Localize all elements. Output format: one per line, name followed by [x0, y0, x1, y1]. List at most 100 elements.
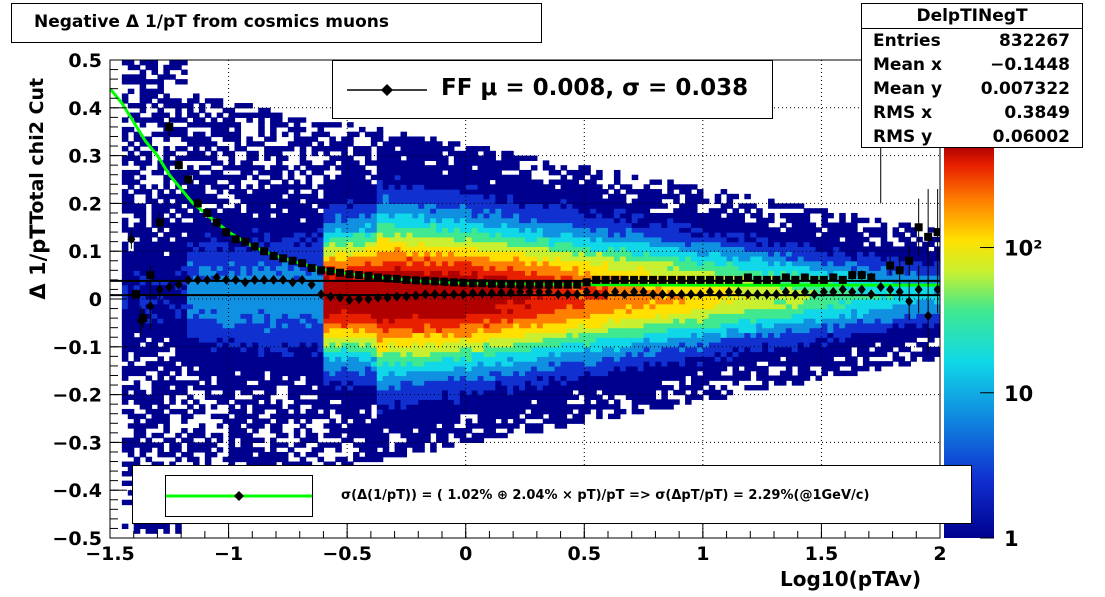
- heatmap-cell: [483, 232, 491, 238]
- heatmap-cell: [299, 169, 307, 176]
- heatmap-cell: [453, 246, 461, 252]
- heatmap-cell: [495, 408, 502, 415]
- heatmap-cell: [388, 313, 396, 319]
- heatmap-cell: [578, 385, 585, 391]
- heatmap-cell: [353, 184, 360, 190]
- heatmap-cell: [501, 385, 508, 391]
- heatmap-cell: [602, 380, 609, 386]
- heatmap-cell: [370, 322, 378, 329]
- heatmap-cell: [347, 428, 354, 434]
- heatmap-cell: [193, 232, 200, 238]
- heatmap-cell: [353, 442, 360, 448]
- heatmap-cell: [412, 198, 419, 204]
- heatmap-cell: [436, 208, 443, 214]
- heatmap-cell: [584, 236, 591, 243]
- heatmap-cell: [584, 370, 591, 377]
- heatmap-cell: [222, 299, 230, 305]
- heatmap-cell: [222, 370, 230, 377]
- heatmap-cell: [418, 222, 425, 228]
- heatmap-cell: [240, 270, 247, 276]
- heatmap-cell: [483, 160, 491, 166]
- heatmap-cell: [299, 289, 307, 295]
- heatmap-cell: [281, 189, 289, 195]
- heatmap-cell: [329, 279, 336, 286]
- heatmap-cell: [495, 165, 502, 171]
- heatmap-cell: [181, 299, 188, 305]
- heatmap-cell: [139, 299, 147, 305]
- heatmap-cell: [270, 389, 277, 396]
- heatmap-cell: [151, 385, 159, 391]
- heatmap-cell: [305, 174, 313, 181]
- heatmap-cell: [281, 260, 289, 267]
- heatmap-cell: [400, 270, 408, 276]
- heatmap-cell: [459, 337, 467, 343]
- heatmap-cell: [370, 208, 378, 214]
- heatmap-cell: [121, 303, 129, 310]
- heatmap-cell: [151, 203, 159, 209]
- heatmap-cell: [341, 236, 348, 243]
- heatmap-cell: [293, 385, 301, 391]
- heatmap-cell: [222, 375, 230, 381]
- heatmap-cell: [471, 380, 479, 386]
- heatmap-cell: [359, 332, 366, 338]
- heatmap-cell: [139, 212, 147, 219]
- heatmap-cell: [596, 232, 603, 238]
- heatmap-cell: [181, 275, 188, 281]
- heatmap-cell: [489, 212, 496, 219]
- heatmap-cell: [323, 351, 330, 357]
- heatmap-cell: [608, 303, 615, 310]
- heatmap-cell: [501, 275, 508, 281]
- heatmap-cell: [281, 212, 289, 219]
- heatmap-cell: [276, 332, 283, 338]
- heatmap-cell: [305, 365, 313, 372]
- heatmap-cell: [281, 222, 289, 228]
- heatmap-cell: [501, 299, 508, 305]
- heatmap-cell: [477, 337, 485, 343]
- heatmap-cell: [489, 423, 496, 429]
- heatmap-cell: [210, 361, 218, 367]
- heatmap-cell: [299, 208, 307, 214]
- heatmap-cell: [447, 146, 455, 152]
- heatmap-cell: [258, 380, 265, 386]
- heatmap-cell: [447, 346, 455, 353]
- heatmap-cell: [471, 318, 479, 324]
- heatmap-cell: [187, 279, 194, 286]
- heatmap-cell: [187, 260, 194, 267]
- heatmap-cell: [554, 193, 562, 200]
- heatmap-cell: [210, 236, 218, 243]
- heatmap-cell: [465, 232, 473, 238]
- heatmap-cell: [530, 365, 538, 372]
- heatmap-cell: [406, 289, 413, 295]
- heatmap-cell: [530, 428, 538, 434]
- heatmap-cell: [501, 322, 508, 329]
- heatmap-cell: [210, 208, 218, 214]
- heatmap-cell: [169, 222, 176, 228]
- heatmap-cell: [602, 342, 609, 348]
- heatmap-cell: [157, 394, 164, 400]
- heatmap-cell: [542, 389, 550, 396]
- heatmap-cell: [299, 299, 307, 305]
- heatmap-cell: [436, 236, 443, 243]
- heatmap-cell: [335, 179, 342, 185]
- heatmap-cell: [412, 174, 419, 181]
- heatmap-cell: [252, 189, 259, 195]
- heatmap-cell: [548, 232, 556, 238]
- heatmap-cell: [175, 303, 182, 310]
- heatmap-cell: [459, 284, 467, 291]
- heatmap-cell: [246, 150, 253, 157]
- heatmap-cell: [133, 418, 141, 424]
- heatmap-cell: [222, 365, 230, 372]
- heatmap-cell: [181, 60, 188, 66]
- heatmap-cell: [353, 322, 360, 329]
- heatmap-cell: [566, 356, 574, 362]
- heatmap-cell: [139, 165, 147, 171]
- heatmap-cell: [364, 375, 372, 381]
- heatmap-cell: [305, 313, 313, 319]
- heatmap-cell: [329, 260, 336, 267]
- heatmap-cell: [400, 342, 408, 348]
- heatmap-cell: [525, 189, 532, 195]
- heatmap-cell: [370, 203, 378, 209]
- heatmap-cell: [560, 308, 568, 314]
- heatmap-cell: [602, 375, 609, 381]
- heatmap-cell: [127, 193, 135, 200]
